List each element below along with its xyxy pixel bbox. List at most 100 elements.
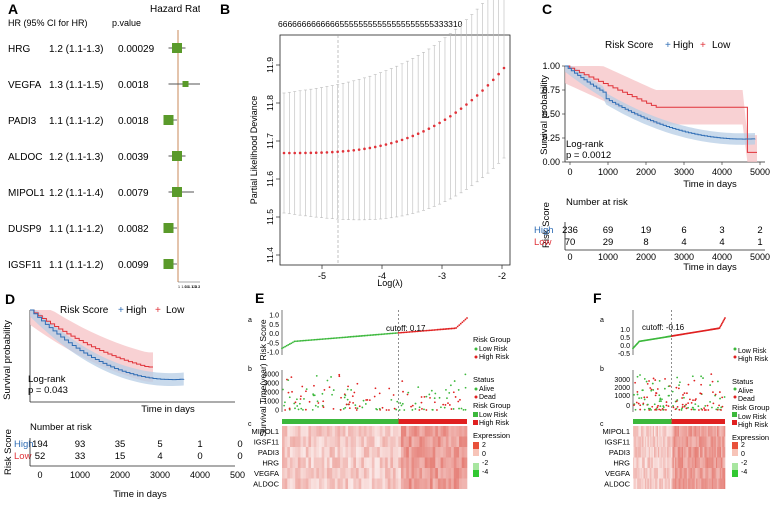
km-confidence-band	[30, 310, 184, 387]
heatmap-cell	[667, 436, 669, 447]
forest-hr-box	[163, 115, 174, 125]
lasso-plot-frame	[279, 34, 511, 266]
survival-status-point	[635, 401, 638, 404]
heatmap-cell	[680, 447, 682, 458]
heatmap-cell	[379, 436, 383, 447]
heatmap-cell	[692, 447, 694, 458]
lasso-mean-point	[443, 118, 447, 122]
heatmap-cell	[657, 468, 660, 479]
survival-status-point	[311, 408, 314, 411]
lasso-mean-point	[309, 151, 313, 155]
risk-score-point	[452, 327, 454, 330]
heatmap-cell	[419, 457, 423, 468]
heatmap-cell	[710, 468, 713, 479]
heatmap-cell	[638, 447, 640, 458]
km-d-risk-low-count: 0	[197, 451, 202, 462]
heatmap-cell	[684, 426, 686, 437]
risk-score-point	[722, 319, 725, 322]
survival-status-point	[690, 401, 693, 404]
survival-status-point	[687, 402, 690, 405]
heatmap-cell	[694, 436, 697, 447]
risk-e-legend-group-title: Risk Group	[473, 335, 511, 344]
heatmap-cell	[655, 426, 657, 437]
lasso-mean-point	[379, 144, 382, 148]
heatmap-cell	[675, 436, 677, 447]
forest-col-p: p.value	[112, 18, 141, 28]
heatmap-cell	[652, 436, 655, 447]
risk-score-point	[318, 338, 321, 341]
km-d-risk-low-count: 0	[237, 451, 242, 462]
heatmap-cell	[665, 468, 668, 479]
survival-status-point	[714, 393, 717, 396]
heatmap-cell	[329, 436, 333, 447]
survival-status-point	[444, 404, 447, 406]
heatmap-cell	[685, 478, 688, 489]
survival-status-point	[718, 404, 720, 407]
heatmap-cell	[337, 447, 341, 458]
survival-status-point	[344, 406, 347, 409]
survival-status-point	[385, 409, 388, 411]
heatmap-cell	[721, 478, 723, 489]
heatmap-cell	[705, 436, 707, 447]
risk-score-point	[394, 332, 397, 335]
heatmap-cell	[709, 457, 711, 468]
heatmap-cell	[305, 468, 309, 479]
heatmap-cell	[316, 478, 320, 489]
heatmap-cell	[650, 468, 652, 479]
lasso-mean-point	[502, 66, 506, 70]
km-d-risk-high-count: 1	[197, 439, 202, 450]
risk-score-point	[357, 335, 360, 338]
heatmap-cell	[648, 447, 651, 458]
heatmap-cell	[416, 447, 420, 458]
heatmap-cell	[435, 426, 439, 437]
heatmap-cell	[445, 468, 449, 479]
heatmap-cell	[342, 436, 346, 447]
heatmap-cell	[361, 457, 365, 468]
heatmap-cell	[646, 457, 648, 468]
heatmap-cell	[676, 426, 678, 437]
risk-score-ytick: 0.0	[620, 343, 630, 350]
heatmap-cell	[703, 468, 706, 479]
heatmap-cell	[644, 447, 647, 458]
heatmap-cell	[638, 436, 640, 447]
heatmap-cell	[353, 457, 357, 468]
risk-score-point	[444, 328, 447, 330]
heatmap-cell	[655, 447, 657, 458]
heatmap-cell	[371, 478, 375, 489]
heatmap-cell	[656, 478, 659, 489]
heatmap-cell	[453, 468, 457, 479]
lasso-mean-point	[304, 151, 307, 155]
heatmap-cell	[398, 457, 402, 468]
km-ytick: 0.50	[542, 109, 560, 119]
heatmap-cell	[675, 426, 677, 437]
heatmap-cell	[697, 457, 700, 468]
heatmap-cell	[440, 436, 444, 447]
survival-status-point	[447, 402, 449, 405]
survival-status-point	[721, 396, 724, 399]
km-d-pvalue: p = 0.043	[28, 385, 68, 396]
survival-status-point	[675, 386, 678, 389]
heatmap-cell	[403, 436, 407, 447]
survival-status-point	[643, 398, 646, 401]
expression-scale-swatch	[732, 456, 738, 463]
survival-status-point	[702, 377, 704, 379]
survival-status-point	[347, 385, 349, 388]
heatmap-cell	[677, 426, 680, 437]
heatmap-cell	[374, 478, 378, 489]
heatmap-cell	[697, 478, 700, 489]
survival-status-point	[453, 380, 456, 382]
survival-status-point	[700, 383, 703, 386]
heatmap-cell	[694, 468, 697, 479]
heatmap-cell	[711, 478, 714, 489]
risk-score-point	[296, 340, 299, 343]
heatmap-cell	[324, 457, 328, 468]
km-c-risk-low-count: 4	[719, 237, 724, 248]
survival-status-point	[339, 409, 342, 411]
heatmap-cell	[638, 468, 640, 479]
heatmap-cell	[371, 468, 375, 479]
survival-status-point	[651, 405, 654, 408]
heatmap-cell	[292, 478, 296, 489]
survival-status-point	[640, 397, 643, 399]
km-xtick: 4000	[712, 167, 732, 177]
survival-status-point	[683, 405, 686, 408]
